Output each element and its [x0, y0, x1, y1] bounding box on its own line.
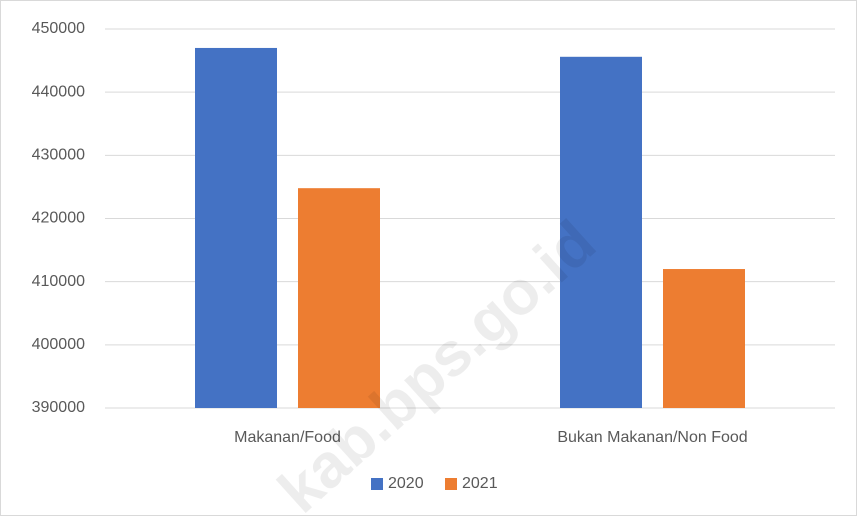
y-tick-label: 440000 [32, 83, 85, 100]
legend-label: 2020 [388, 475, 424, 492]
y-tick-label: 390000 [32, 399, 85, 416]
bar [560, 56, 642, 408]
legend-label: 2021 [462, 475, 498, 492]
y-tick-label: 400000 [32, 336, 85, 353]
legend-swatch [445, 478, 457, 490]
bar [663, 269, 745, 408]
x-tick-label: Makanan/Food [234, 429, 341, 446]
x-tick-label: Bukan Makanan/Non Food [557, 429, 747, 446]
bar [195, 47, 277, 408]
y-tick-label: 430000 [32, 147, 85, 164]
y-tick-label: 450000 [32, 20, 85, 37]
legend-swatch [371, 478, 383, 490]
bar [298, 188, 380, 408]
y-tick-label: 410000 [32, 273, 85, 290]
y-tick-label: 420000 [32, 210, 85, 227]
